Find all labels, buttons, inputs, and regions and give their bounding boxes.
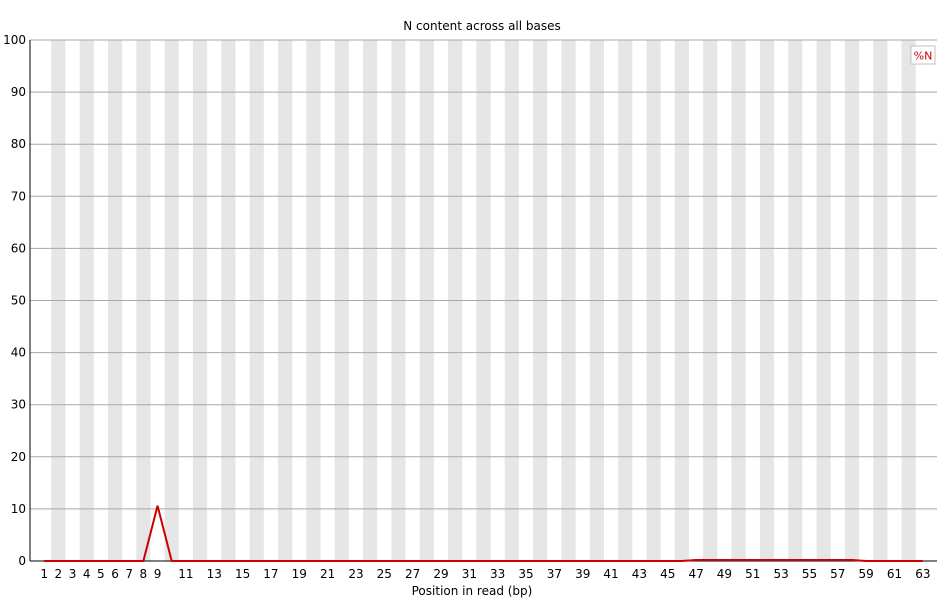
x-tick-51: 51 xyxy=(745,567,760,581)
x-axis-label: Position in read (bp) xyxy=(412,584,533,598)
x-tick-53: 53 xyxy=(773,567,788,581)
chart-title: N content across all bases xyxy=(403,19,561,33)
y-tick-90: 90 xyxy=(11,85,26,99)
y-tick-40: 40 xyxy=(11,346,26,360)
y-tick-60: 60 xyxy=(11,241,26,255)
x-tick-37: 37 xyxy=(547,567,562,581)
x-tick-3: 3 xyxy=(69,567,77,581)
x-tick-41: 41 xyxy=(603,567,618,581)
x-tick-49: 49 xyxy=(717,567,732,581)
x-tick-27: 27 xyxy=(405,567,420,581)
x-tick-25: 25 xyxy=(377,567,392,581)
y-tick-70: 70 xyxy=(11,189,26,203)
x-tick-17: 17 xyxy=(263,567,278,581)
x-tick-29: 29 xyxy=(433,567,448,581)
x-tick-45: 45 xyxy=(660,567,675,581)
x-tick-43: 43 xyxy=(632,567,647,581)
x-tick-35: 35 xyxy=(518,567,533,581)
x-tick-19: 19 xyxy=(292,567,307,581)
x-tick-labels: 1 2 3 4 5 6 7 8 9 11 13 15 17 19 21 23 25 27 29 31 33 35 37 39 4… xyxy=(40,567,930,581)
x-tick-61: 61 xyxy=(887,567,902,581)
x-tick-9: 9 xyxy=(154,567,162,581)
legend-entry-percent-n: %N xyxy=(914,50,933,63)
y-tick-labels: 0 10 20 30 40 50 60 70 80 90 100 xyxy=(3,33,26,568)
x-tick-55: 55 xyxy=(802,567,817,581)
x-tick-47: 47 xyxy=(688,567,703,581)
x-tick-31: 31 xyxy=(462,567,477,581)
x-tick-21: 21 xyxy=(320,567,335,581)
x-tick-7: 7 xyxy=(125,567,133,581)
y-tick-80: 80 xyxy=(11,137,26,151)
y-tick-100: 100 xyxy=(3,33,26,47)
x-tick-23: 23 xyxy=(348,567,363,581)
legend: %N xyxy=(910,45,936,65)
y-tick-10: 10 xyxy=(11,502,26,516)
x-tick-8: 8 xyxy=(140,567,148,581)
y-tick-50: 50 xyxy=(11,294,26,308)
x-tick-1: 1 xyxy=(40,567,48,581)
y-tick-20: 20 xyxy=(11,450,26,464)
series-lines xyxy=(44,505,923,562)
x-tick-15: 15 xyxy=(235,567,250,581)
y-tick-0: 0 xyxy=(18,554,26,568)
x-tick-59: 59 xyxy=(859,567,874,581)
y-tick-30: 30 xyxy=(11,398,26,412)
legend-box xyxy=(910,45,936,65)
series-line-0 xyxy=(44,505,923,562)
x-tick-4: 4 xyxy=(83,567,91,581)
x-tick-33: 33 xyxy=(490,567,505,581)
x-tick-5: 5 xyxy=(97,567,105,581)
x-tick-11: 11 xyxy=(178,567,193,581)
x-tick-39: 39 xyxy=(575,567,590,581)
x-tick-2: 2 xyxy=(55,567,63,581)
x-tick-57: 57 xyxy=(830,567,845,581)
x-tick-6: 6 xyxy=(111,567,119,581)
x-tick-13: 13 xyxy=(207,567,222,581)
x-tick-63: 63 xyxy=(915,567,930,581)
